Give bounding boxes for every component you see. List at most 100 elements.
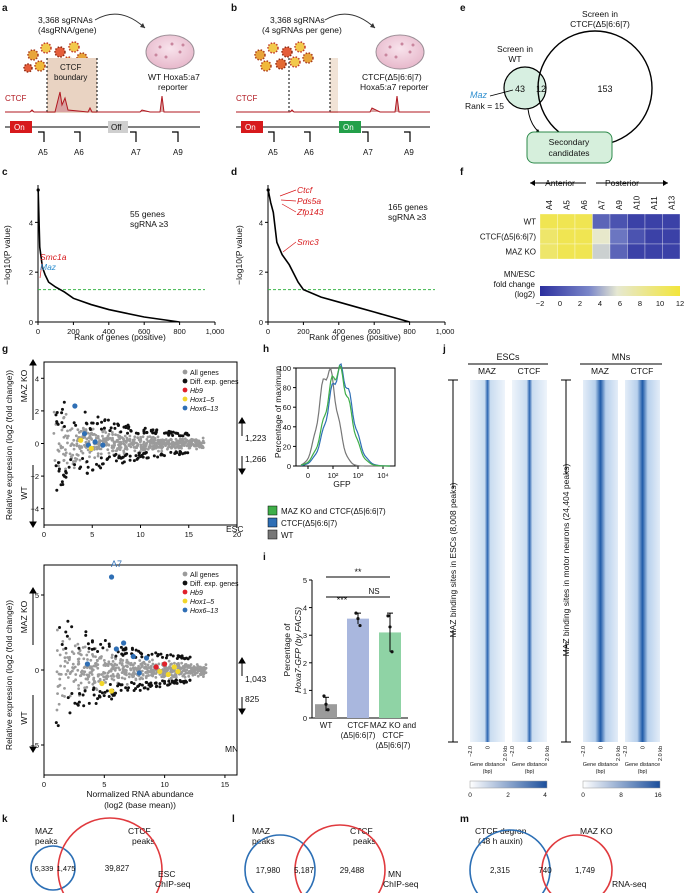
gene-point (184, 663, 188, 666)
gene-point (117, 435, 121, 439)
gene-point (178, 666, 182, 669)
cell-tag: ESC (158, 869, 175, 879)
gene-point (70, 442, 74, 446)
panel-b: b 3,368 sgRNAs (4 sgRNAs per gene) CTCF(… (231, 3, 430, 157)
gene-point (61, 648, 65, 651)
gene-arrows (38, 131, 179, 142)
gene-point (151, 658, 154, 662)
diff-gene-point (85, 422, 89, 426)
ctcf-track (236, 95, 430, 113)
hox6-13-point (143, 655, 150, 661)
diff-gene-point (109, 426, 113, 430)
gene-point (93, 456, 97, 460)
diff-gene-point (85, 471, 89, 475)
diff-gene-point (142, 451, 146, 455)
y-axis-label-2: Hoxa7-GFP (by FACS) (293, 607, 303, 693)
gene-point (177, 661, 180, 665)
scale-tick-label: 6 (618, 299, 622, 308)
heatmap-cell (644, 213, 663, 230)
boundary-subtitle: boundary (54, 73, 87, 82)
diff-gene-point (163, 679, 167, 683)
gene-point (76, 642, 80, 646)
gene-point (157, 662, 161, 666)
y-tick-label: 5 (35, 591, 39, 600)
petri-dish-icon (375, 34, 425, 70)
mn-tag: MN (225, 744, 238, 754)
heatmap-cell (539, 213, 558, 230)
gene-a5: A5 (268, 148, 278, 157)
col-maz-esc: MAZ (478, 366, 496, 376)
gene-point (98, 442, 101, 446)
arrowhead-icon (140, 23, 145, 28)
gene-point (150, 439, 154, 443)
replicate-point (354, 611, 358, 615)
x-tick-label: 200 (297, 327, 310, 336)
gene-point (183, 437, 187, 441)
gene-a5: A5 (38, 148, 48, 157)
diff-gene-point (105, 689, 109, 693)
diff-gene-point (128, 454, 132, 458)
gene-point (204, 663, 208, 667)
gene-point (190, 437, 194, 441)
panel-m: m CTCF degron (48 h auxin) MAZ KO 2,315 … (460, 814, 647, 893)
gene-point (101, 439, 105, 443)
gene-point (105, 443, 108, 447)
diff-gene-point (169, 653, 173, 657)
diff-gene-point (56, 724, 60, 728)
diff-gene-point (146, 687, 150, 691)
gene-point (162, 440, 166, 444)
bar-label-ctcf: CTCF (347, 721, 368, 730)
gene-point (106, 438, 110, 441)
reporter-name: CTCF(Δ5|6:6|7) (362, 72, 422, 82)
diff-gene-point (186, 433, 190, 437)
gene-point (172, 675, 176, 679)
gene-point (94, 687, 98, 691)
gene-point (77, 444, 81, 448)
col-maz-mn: MAZ (591, 366, 609, 376)
replicate-point (386, 614, 390, 618)
diff-gene-point (110, 697, 114, 701)
fold-change-scale (540, 286, 680, 296)
gene-point (202, 675, 205, 678)
gene-point (78, 458, 82, 462)
diff-gene-point (178, 678, 182, 682)
gene-point (112, 664, 116, 667)
legend-label: CTCF(Δ5|6:6|7) (281, 519, 338, 528)
on-label-1: On (245, 123, 256, 132)
gene-point (120, 671, 124, 675)
scale-label-2: fold change (494, 280, 536, 289)
gene-point (80, 670, 83, 674)
diff-gene-point (70, 625, 74, 629)
gene-point (78, 649, 82, 653)
gene-point (188, 666, 191, 669)
hox6-13-point (92, 439, 98, 445)
hox1-5-point (78, 437, 84, 443)
panel-label-e: e (460, 3, 466, 14)
panel-d: d 0 200 400 600 800 1,000 0 2 4 165 genes sgRNA … (231, 167, 454, 342)
gene-point (177, 441, 181, 445)
diff-gene-point (83, 689, 87, 693)
scale-mn-0: 0 (581, 792, 585, 799)
replicate-point (388, 625, 392, 629)
diff-gene-point (171, 433, 175, 437)
gene-point (78, 447, 82, 451)
gene-point (184, 671, 188, 675)
x-tick-label: 10³ (353, 471, 364, 480)
gene-point (79, 681, 83, 685)
venn-left-count: 6,339 (35, 864, 54, 873)
gene-distance-label: Gene distance (625, 762, 660, 768)
x-tick-label: 5 (102, 780, 106, 789)
ctcf-track (5, 91, 200, 113)
diff-gene-point (92, 647, 96, 651)
x-axis-label: Rank of genes (positive) (74, 332, 166, 342)
sig-label: NS (368, 587, 379, 596)
gene-point (189, 663, 193, 666)
y-tick-label: 2 (259, 268, 263, 277)
hox6-13-point (130, 653, 136, 660)
venn-right-title: MAZ KO (580, 826, 613, 836)
diff-gene-point (132, 682, 136, 686)
boundary-highlight (47, 58, 97, 113)
diff-gene-point (85, 460, 89, 464)
gene-point (59, 446, 63, 450)
diff-gene-point (142, 431, 146, 435)
